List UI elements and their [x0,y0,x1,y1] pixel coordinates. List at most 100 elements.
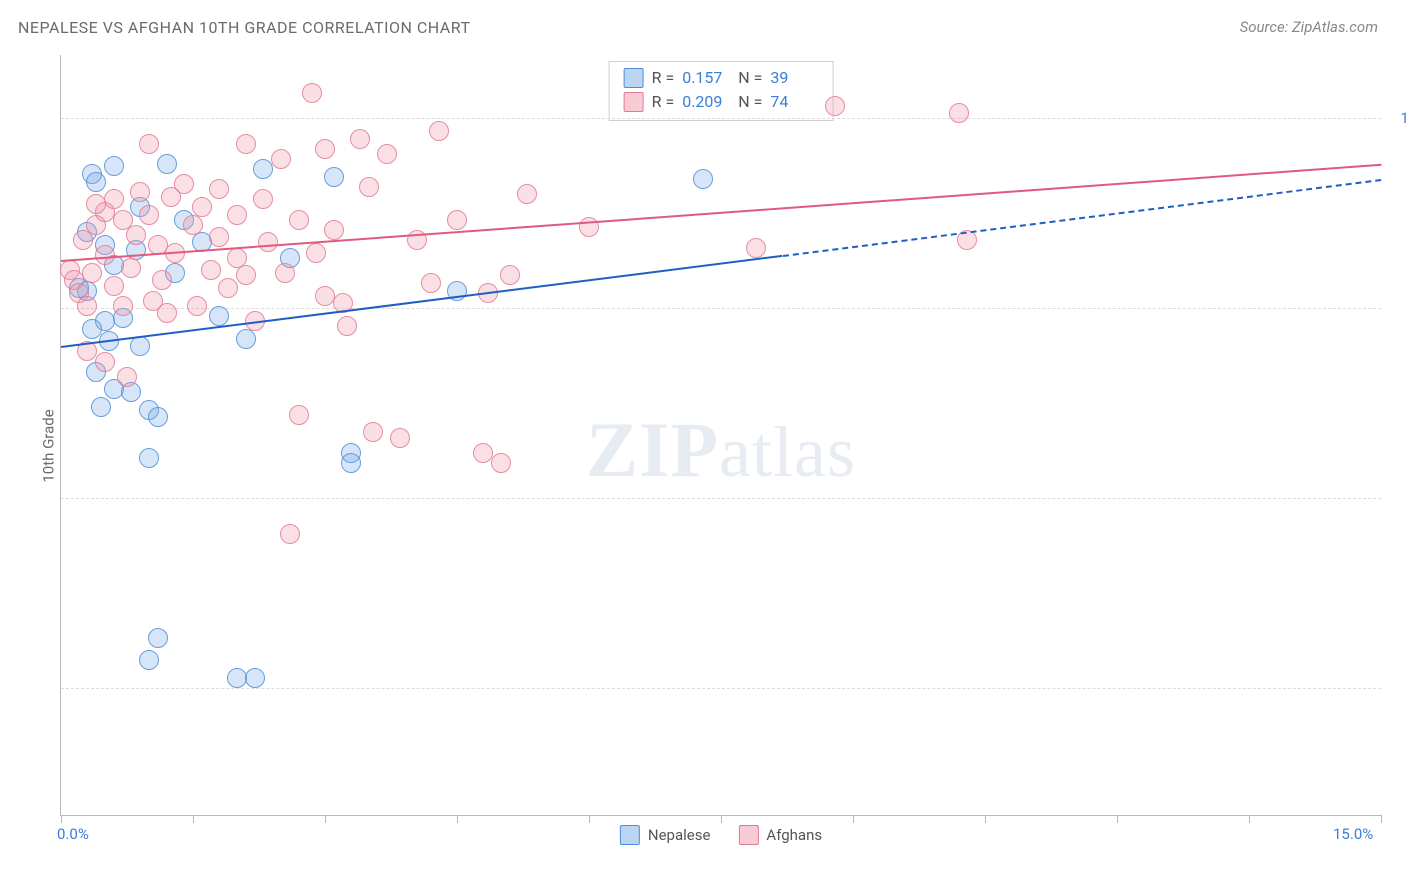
data-point-nep [148,407,168,427]
legend-row-afghans: R = 0.209 N = 74 [624,90,819,114]
data-point-nep [157,154,177,174]
y-axis-label: 10th Grade [40,409,58,482]
data-point-afg [227,205,247,225]
swatch-nepalese-icon [624,68,644,88]
x-tick [193,815,194,823]
data-point-afg [429,121,449,141]
legend-row-nepalese: R = 0.157 N = 39 [624,66,819,90]
chart-title: NEPALESE VS AFGHAN 10TH GRADE CORRELATIO… [18,18,471,37]
data-point-afg [289,210,309,230]
data-point-nep [139,448,159,468]
data-point-afg [104,189,124,209]
data-point-afg [143,291,163,311]
data-point-afg [275,263,295,283]
data-point-afg [337,316,357,336]
data-point-afg [192,197,212,217]
data-point-afg [139,205,159,225]
data-point-afg [236,265,256,285]
gridline [61,118,1381,119]
data-point-nep [324,167,344,187]
scatter-plot-area: ZIPatlas R = 0.157 N = 39 R = 0.209 N = … [60,55,1381,816]
data-point-afg [447,210,467,230]
data-point-afg [280,524,300,544]
data-point-afg [236,134,256,154]
data-point-afg [95,245,115,265]
data-point-afg [500,265,520,285]
source-label: Source: ZipAtlas.com [1240,18,1378,36]
data-point-afg [289,405,309,425]
gridline [61,308,1381,309]
gridline [61,498,1381,499]
watermark: ZIPatlas [586,405,856,495]
data-point-afg [825,96,845,116]
data-point-afg [152,270,172,290]
x-tick [589,815,590,823]
data-point-nep [341,453,361,473]
data-point-afg [73,230,93,250]
r-value-nepalese: 0.157 [682,66,730,90]
series-legend: Nepalese Afghans [620,825,822,845]
data-point-afg [201,260,221,280]
data-point-nep [236,329,256,349]
legend-label-afghans: Afghans [766,826,822,844]
data-point-afg [306,243,326,263]
data-point-afg [949,103,969,123]
legend-item-nepalese: Nepalese [620,825,711,845]
data-point-afg [253,189,273,209]
watermark-light: atlas [719,412,856,492]
data-point-afg [104,276,124,296]
data-point-afg [130,182,150,202]
data-point-afg [421,273,441,293]
r-label: R = [652,66,675,90]
data-point-afg [77,296,97,316]
trend-line [61,164,1381,262]
x-tick [61,815,62,823]
data-point-afg [183,215,203,235]
data-point-nep [139,650,159,670]
data-point-afg [161,187,181,207]
data-point-afg [258,232,278,252]
x-tick [985,815,986,823]
data-point-afg [113,296,133,316]
data-point-afg [363,422,383,442]
y-tick-label: 77.5% [1389,679,1406,697]
data-point-afg [187,296,207,316]
data-point-afg [350,129,370,149]
legend-item-afghans: Afghans [738,825,822,845]
data-point-afg [324,220,344,240]
data-point-afg [117,367,137,387]
data-point-afg [359,177,379,197]
n-value-afghans: 74 [770,90,818,114]
x-tick [853,815,854,823]
data-point-afg [113,210,133,230]
r-label: R = [652,90,675,114]
r-value-afghans: 0.209 [682,90,730,114]
swatch-afghans-icon [624,92,644,112]
x-tick-label: 15.0% [1333,825,1373,843]
watermark-strong: ZIP [586,406,719,493]
correlation-legend: R = 0.157 N = 39 R = 0.209 N = 74 [609,61,834,121]
data-point-afg [86,194,106,214]
data-point-afg [82,263,102,283]
x-tick [325,815,326,823]
n-label: N = [738,90,762,114]
x-tick [1381,815,1382,823]
legend-label-nepalese: Nepalese [648,826,711,844]
data-point-afg [491,453,511,473]
x-tick [457,815,458,823]
data-point-nep [245,668,265,688]
y-tick-label: 85.0% [1389,489,1406,507]
gridline [61,688,1381,689]
data-point-afg [315,286,335,306]
data-point-afg [271,149,291,169]
data-point-nep [91,397,111,417]
swatch-afghans-icon [738,825,758,845]
data-point-afg [390,428,410,448]
data-point-afg [315,139,335,159]
data-point-afg [227,248,247,268]
data-point-nep [82,319,102,339]
data-point-nep [130,336,150,356]
data-point-afg [517,184,537,204]
x-tick-label: 0.0% [57,825,89,843]
data-point-nep [148,628,168,648]
